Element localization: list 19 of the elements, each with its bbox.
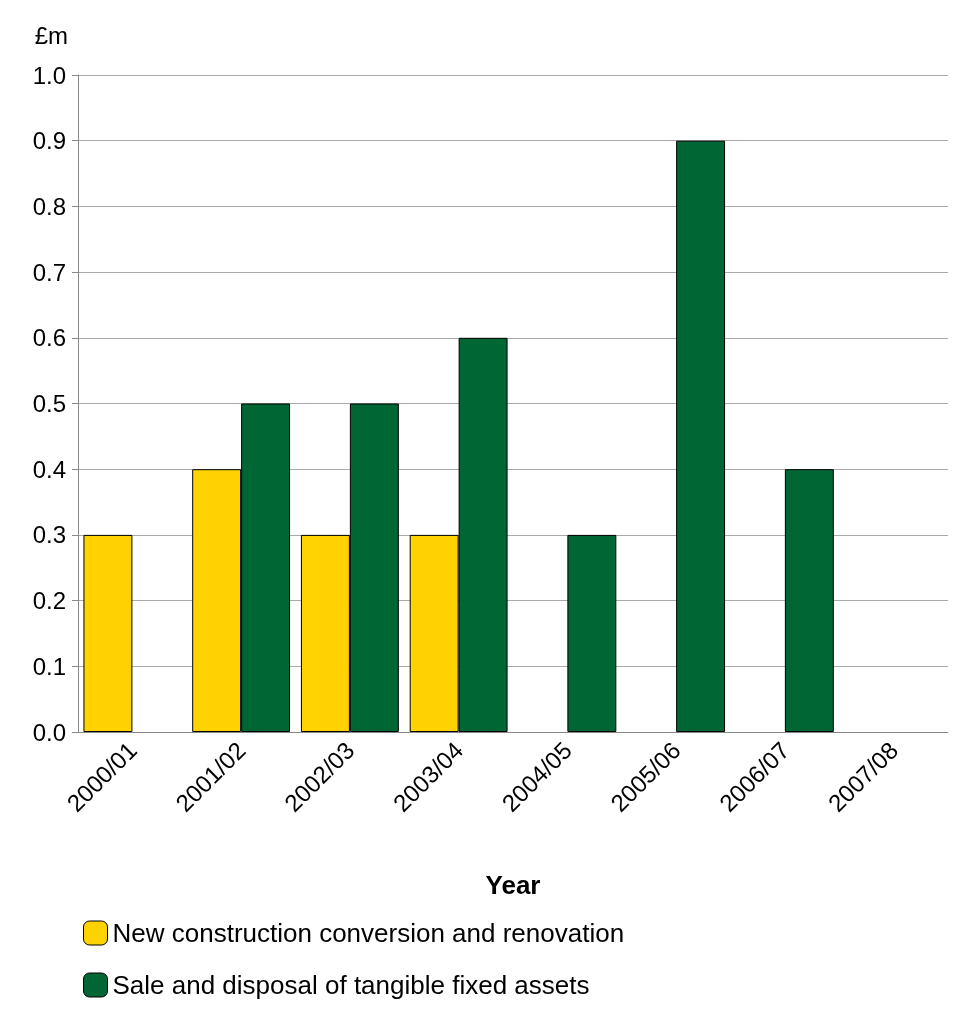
y-tick-label: 0.8 [32, 192, 66, 220]
y-tick-label: 0.9 [32, 127, 66, 155]
y-tick-label: 0.4 [32, 455, 66, 483]
y-tick-label: 0.2 [32, 587, 66, 615]
bar [83, 534, 133, 732]
bar [676, 140, 726, 732]
y-axis-title: £m [34, 21, 68, 49]
y-tick-label: 0.5 [32, 390, 66, 417]
legend-label: New construction conversion and renovation [112, 918, 625, 948]
y-tick-label: 1.0 [32, 61, 66, 89]
y-tick-label: 0.0 [32, 718, 66, 746]
y-tick-label: 0.6 [32, 324, 66, 352]
y-tick-label: 0.1 [32, 652, 66, 680]
x-axis-title: Year [485, 870, 541, 900]
y-tick-label: 0.7 [32, 258, 66, 286]
bar [784, 469, 834, 732]
bar [567, 534, 617, 732]
y-tick-label: 0.3 [32, 521, 66, 549]
legend-label: Sale and disposal of tangible fixed assets [112, 970, 590, 1000]
